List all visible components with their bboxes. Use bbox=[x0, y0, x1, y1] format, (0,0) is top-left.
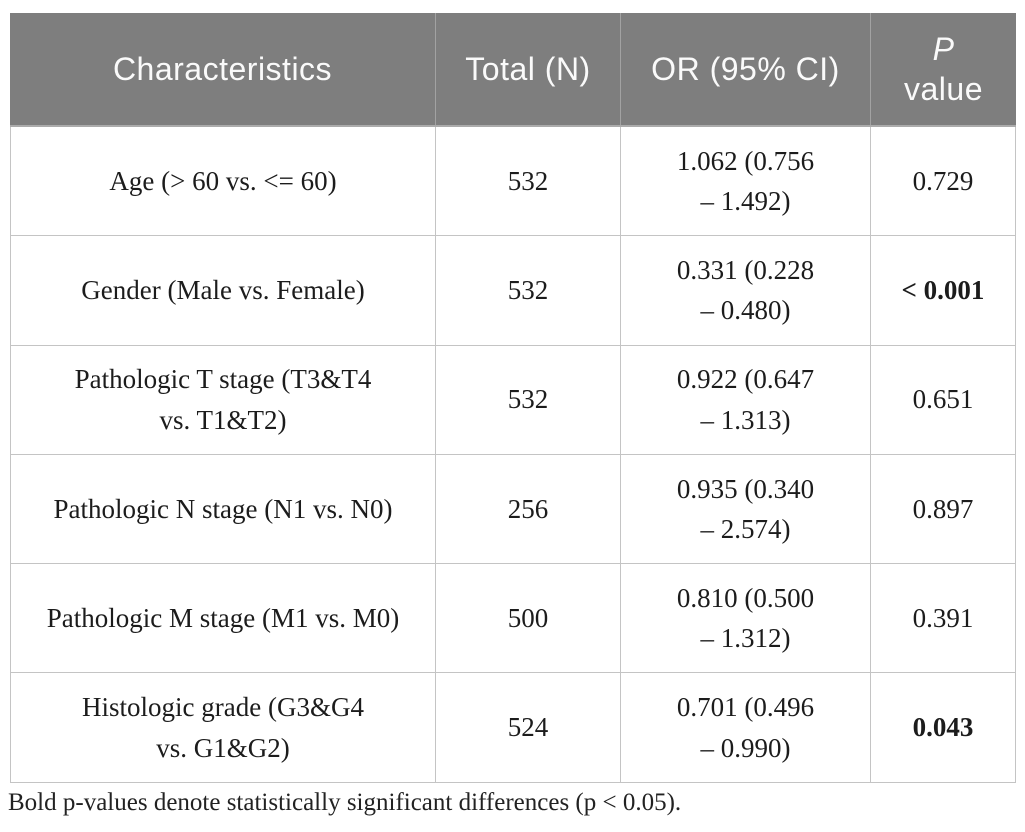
or-ci-line1: 0.935 (0.340 bbox=[676, 473, 815, 504]
header-total-n: Total (N) bbox=[435, 13, 620, 125]
characteristic-line2: vs. T1&T2) bbox=[159, 404, 287, 435]
table-row-age: Age (> 60 vs. <= 60) 532 1.062 (0.756 – … bbox=[11, 127, 1015, 237]
or-ci-line2: – 1.312) bbox=[700, 623, 791, 654]
cell-p-value-significant: < 0.001 bbox=[870, 236, 1015, 345]
characteristic-line2: vs. G1&G2) bbox=[156, 732, 290, 763]
characteristic-line1: Gender (Male vs. Female) bbox=[81, 275, 365, 306]
characteristic-line1: Pathologic M stage (M1 vs. M0) bbox=[46, 603, 400, 634]
table-row-gender: Gender (Male vs. Female) 532 0.331 (0.22… bbox=[11, 236, 1015, 346]
total-n-value: 532 bbox=[507, 275, 549, 306]
cell-total-n: 532 bbox=[435, 345, 620, 454]
header-p-value-line2: value bbox=[904, 71, 983, 107]
cell-p-value: 0.651 bbox=[870, 345, 1015, 454]
table-row-t-stage: Pathologic T stage (T3&T4 vs. T1&T2) 532… bbox=[11, 345, 1015, 455]
cell-p-value: 0.391 bbox=[870, 564, 1015, 673]
p-value: 0.043 bbox=[912, 712, 974, 743]
or-ci-line2: – 0.990) bbox=[700, 732, 791, 763]
total-n-value: 524 bbox=[507, 712, 549, 743]
table-row-m-stage: Pathologic M stage (M1 vs. M0) 500 0.810… bbox=[11, 564, 1015, 674]
or-ci-line2: – 1.313) bbox=[700, 404, 791, 435]
cell-total-n: 500 bbox=[435, 564, 620, 673]
cell-p-value: 0.729 bbox=[870, 127, 1015, 236]
cell-total-n: 256 bbox=[435, 454, 620, 564]
table-body: Age (> 60 vs. <= 60) 532 1.062 (0.756 – … bbox=[10, 127, 1016, 783]
total-n-value: 256 bbox=[507, 493, 549, 524]
cell-or-ci: 0.922 (0.647 – 1.313) bbox=[620, 345, 870, 454]
table-row-n-stage: Pathologic N stage (N1 vs. N0) 256 0.935… bbox=[11, 454, 1015, 565]
or-ci-line2: – 0.480) bbox=[700, 295, 791, 326]
total-n-value: 500 bbox=[507, 603, 549, 634]
p-value: < 0.001 bbox=[901, 275, 985, 306]
or-ci-line1: 0.331 (0.228 bbox=[676, 254, 815, 285]
cell-characteristic: Pathologic N stage (N1 vs. N0) bbox=[11, 455, 435, 563]
characteristic-line1: Pathologic N stage (N1 vs. N0) bbox=[53, 493, 393, 524]
total-n-value: 532 bbox=[507, 384, 549, 415]
header-characteristics: Characteristics bbox=[10, 13, 435, 125]
or-ci-line2: – 1.492) bbox=[700, 186, 791, 217]
header-p-value-line1: P bbox=[932, 31, 955, 67]
cell-or-ci: 0.331 (0.228 – 0.480) bbox=[620, 236, 870, 345]
cell-characteristic: Age (> 60 vs. <= 60) bbox=[11, 127, 435, 235]
header-characteristics-label: Characteristics bbox=[112, 51, 333, 87]
table-row-histologic-grade: Histologic grade (G3&G4 vs. G1&G2) 524 0… bbox=[11, 673, 1015, 782]
header-total-n-label: Total (N) bbox=[465, 51, 591, 87]
p-value: 0.391 bbox=[912, 603, 974, 634]
total-n-value: 532 bbox=[507, 165, 549, 196]
p-value: 0.729 bbox=[912, 165, 974, 196]
cell-characteristic: Gender (Male vs. Female) bbox=[11, 236, 435, 344]
header-or-ci: OR (95% CI) bbox=[620, 13, 870, 125]
or-ci-line1: 0.922 (0.647 bbox=[676, 364, 815, 395]
table-footnote: Bold p-values denote statistically signi… bbox=[8, 789, 682, 816]
header-p-value: P value bbox=[870, 13, 1016, 125]
or-ci-line1: 1.062 (0.756 bbox=[676, 145, 815, 176]
cell-total-n: 524 bbox=[435, 673, 620, 782]
p-value: 0.651 bbox=[912, 384, 974, 415]
cell-characteristic: Pathologic M stage (M1 vs. M0) bbox=[11, 564, 435, 672]
cell-total-n: 532 bbox=[435, 236, 620, 345]
or-ci-line2: – 2.574) bbox=[700, 514, 791, 545]
cell-or-ci: 0.935 (0.340 – 2.574) bbox=[620, 454, 870, 564]
cell-or-ci: 0.810 (0.500 – 1.312) bbox=[620, 564, 870, 673]
cell-or-ci: 1.062 (0.756 – 1.492) bbox=[620, 127, 870, 236]
logistic-regression-table: Characteristics Total (N) OR (95% CI) P … bbox=[10, 13, 1016, 783]
cell-or-ci: 0.701 (0.496 – 0.990) bbox=[620, 673, 870, 782]
table-header-row: Characteristics Total (N) OR (95% CI) P … bbox=[10, 13, 1016, 127]
cell-characteristic: Pathologic T stage (T3&T4 vs. T1&T2) bbox=[11, 346, 435, 454]
header-or-ci-label: OR (95% CI) bbox=[651, 51, 840, 87]
cell-p-value: 0.897 bbox=[870, 454, 1015, 564]
or-ci-line1: 0.701 (0.496 bbox=[676, 692, 815, 723]
cell-total-n: 532 bbox=[435, 127, 620, 236]
or-ci-line1: 0.810 (0.500 bbox=[676, 582, 815, 613]
p-value: 0.897 bbox=[912, 493, 974, 524]
characteristic-line1: Pathologic T stage (T3&T4 bbox=[74, 364, 372, 395]
characteristic-line1: Age (> 60 vs. <= 60) bbox=[109, 165, 337, 196]
characteristic-line1: Histologic grade (G3&G4 bbox=[82, 692, 364, 723]
cell-characteristic: Histologic grade (G3&G4 vs. G1&G2) bbox=[11, 673, 435, 781]
cell-p-value-significant: 0.043 bbox=[870, 673, 1015, 782]
